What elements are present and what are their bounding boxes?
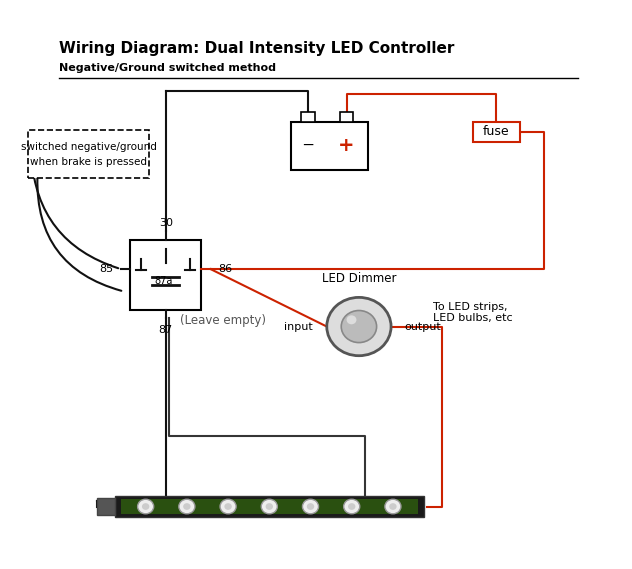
Circle shape (327, 298, 391, 356)
Circle shape (261, 499, 277, 514)
Circle shape (348, 503, 355, 510)
Text: fuse: fuse (483, 125, 510, 138)
Text: 87: 87 (159, 325, 173, 336)
Circle shape (385, 499, 401, 514)
FancyBboxPatch shape (28, 130, 149, 178)
Bar (121, 498, 418, 514)
Circle shape (307, 503, 314, 510)
Bar (97, 497, 115, 516)
Bar (473, 122, 520, 142)
Bar (340, 112, 353, 122)
Text: 85: 85 (99, 264, 113, 274)
Circle shape (303, 499, 319, 514)
Circle shape (183, 503, 191, 510)
Circle shape (346, 315, 356, 324)
Text: (Leave empty): (Leave empty) (180, 315, 266, 327)
Text: LED Dimmer: LED Dimmer (322, 272, 396, 285)
Text: To LED strips,
LED bulbs, etc: To LED strips, LED bulbs, etc (433, 302, 513, 323)
Circle shape (179, 499, 195, 514)
Text: ─: ─ (303, 138, 312, 153)
Circle shape (265, 503, 273, 510)
Text: 86: 86 (219, 264, 233, 274)
Circle shape (344, 499, 360, 514)
Bar (115, 496, 424, 517)
Circle shape (224, 503, 232, 510)
Circle shape (142, 503, 149, 510)
Text: 87a: 87a (155, 276, 173, 286)
Text: input: input (284, 321, 313, 332)
Circle shape (138, 499, 154, 514)
Text: +: + (338, 136, 355, 155)
Circle shape (220, 499, 236, 514)
Bar (301, 112, 315, 122)
Text: Wiring Diagram: Dual Intensity LED Controller: Wiring Diagram: Dual Intensity LED Contr… (59, 40, 454, 56)
Text: output: output (404, 321, 441, 332)
Bar (291, 122, 368, 170)
Text: 30: 30 (159, 218, 173, 228)
Circle shape (341, 311, 377, 343)
Text: switched negative/ground
when brake is pressed: switched negative/ground when brake is p… (20, 142, 156, 167)
Text: Negative/Ground switched method: Negative/Ground switched method (59, 63, 276, 73)
Bar (130, 240, 201, 310)
Circle shape (389, 503, 397, 510)
